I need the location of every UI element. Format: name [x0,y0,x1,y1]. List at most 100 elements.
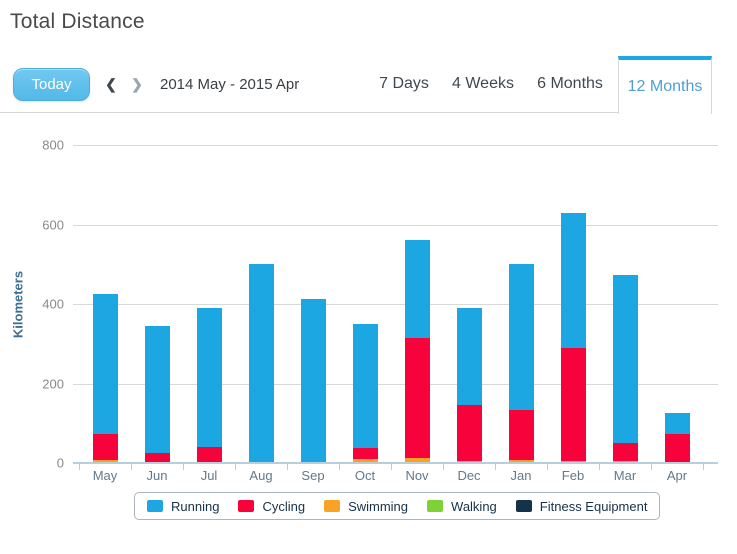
legend-item-running[interactable]: Running [147,499,219,514]
bar-segment-running[interactable] [456,307,482,406]
legend-item-cycling[interactable]: Cycling [238,499,305,514]
gridline-800 [73,145,718,146]
x-axis-tick [703,464,704,470]
bar-segment-cycling[interactable] [352,448,378,459]
bar-jul[interactable] [196,308,222,463]
next-period-icon[interactable]: ❯ [131,76,143,92]
bar-segment-swimming[interactable] [560,460,586,463]
x-axis-tick [391,464,392,470]
x-axis-line [73,462,718,464]
y-tick-label-0: 0 [56,455,64,471]
legend-label: Running [171,498,220,514]
x-tick-label-dec: Dec [457,468,481,483]
bar-apr[interactable] [664,413,690,463]
bar-segment-cycling[interactable] [612,443,638,461]
legend-swatch-cycling [238,500,255,512]
bar-dec[interactable] [456,307,482,463]
tab-4-weeks[interactable]: 4 Weeks [452,75,514,92]
legend-item-fitness-equipment[interactable]: Fitness Equipment [515,498,648,514]
legend-item-swimming[interactable]: Swimming [324,499,408,514]
x-tick-label-jun: Jun [146,468,168,483]
bar-segment-swimming[interactable] [456,460,482,463]
gridline-200 [73,383,718,385]
legend-item-walking[interactable]: Walking [427,499,497,514]
y-tick-label-400: 400 [42,296,64,312]
legend-label: Cycling [262,498,306,514]
legend-swatch-fitness-equipment [515,500,532,512]
bar-oct[interactable] [352,323,378,463]
previous-period-icon[interactable]: ❮ [105,76,117,92]
x-tick-label-nov: Nov [405,468,429,483]
tab-12-months-label: 12 Months [627,78,703,95]
bar-segment-swimming[interactable] [92,459,118,463]
x-tick-label-aug: Aug [249,468,273,483]
chart-legend: Running Cycling Swimming Walking Fitness Equ… [134,492,661,520]
bar-segment-running[interactable] [196,308,222,447]
legend-swatch-swimming [324,500,341,512]
today-button[interactable]: Today [13,68,90,101]
date-range-label: 2014 May - 2015 Apr [160,76,300,93]
bar-may[interactable] [92,294,118,463]
legend-label: Swimming [348,498,409,514]
y-tick-label-600: 600 [42,217,64,232]
bar-nov[interactable] [404,240,430,463]
bar-segment-running[interactable] [508,264,534,411]
bar-segment-running[interactable] [92,294,118,435]
x-axis-tick [235,464,236,470]
y-tick-label-800: 800 [42,137,64,153]
tab-7-days[interactable]: 7 Days [379,75,429,92]
x-axis-tick [495,464,496,470]
bar-segment-running[interactable] [248,264,274,463]
bar-segment-running[interactable] [664,413,690,435]
bar-segment-cycling[interactable] [144,452,170,462]
bar-segment-cycling[interactable] [92,434,118,460]
legend-label: Walking [451,498,497,514]
bar-segment-cycling[interactable] [456,405,482,461]
legend-label: Fitness Equipment [539,498,648,514]
x-tick-label-jul: Jul [200,468,218,483]
x-axis-tick [651,464,652,470]
bar-segment-running[interactable] [404,240,430,338]
bar-segment-running[interactable] [300,298,326,463]
bar-segment-running[interactable] [352,323,378,449]
x-axis-tick [131,464,132,470]
page-title: Total Distance [10,10,145,33]
bar-segment-swimming[interactable] [352,459,378,463]
x-tick-label-may: May [92,468,118,483]
bar-segment-cycling[interactable] [664,434,690,463]
bar-segment-cycling[interactable] [560,347,586,461]
tab-12-months[interactable]: 12 Months [618,56,712,114]
x-axis-tick [443,464,444,470]
x-tick-label-jan: Jan [510,468,532,483]
bar-sep[interactable] [300,298,326,463]
x-axis-tick [287,464,288,470]
bar-segment-cycling[interactable] [196,446,222,462]
bar-segment-running[interactable] [612,275,638,444]
gridline-400 [73,304,718,305]
x-tick-label-feb: Feb [561,468,585,483]
bar-jan[interactable] [508,264,534,463]
legend-swatch-walking [427,500,444,512]
bar-segment-cycling[interactable] [508,410,534,460]
toolbar: Today ❮ ❯ 2014 May - 2015 Apr 7 Days 4 W… [0,56,737,114]
x-tick-label-sep: Sep [301,468,325,483]
x-tick-label-apr: Apr [666,468,688,483]
legend-swatch-running [147,500,163,512]
x-axis-tick [79,464,80,470]
x-tick-label-oct: Oct [354,468,376,483]
bar-mar[interactable] [612,275,638,463]
gridline-600 [73,224,718,226]
bar-feb[interactable] [560,212,586,463]
bar-segment-cycling[interactable] [404,337,430,458]
bar-segment-swimming[interactable] [508,459,534,463]
bar-segment-swimming[interactable] [404,457,430,463]
x-axis-tick [183,464,184,470]
bar-segment-running[interactable] [560,212,586,348]
bar-aug[interactable] [248,264,274,463]
bar-jun[interactable] [144,325,170,463]
bar-segment-running[interactable] [144,325,170,453]
x-axis-tick [339,464,340,470]
total-distance-chart: Kilometers 0 200 400 600 800 May Jun Jul Aug Sep… [0,125,737,554]
tab-6-months[interactable]: 6 Months [537,75,603,92]
